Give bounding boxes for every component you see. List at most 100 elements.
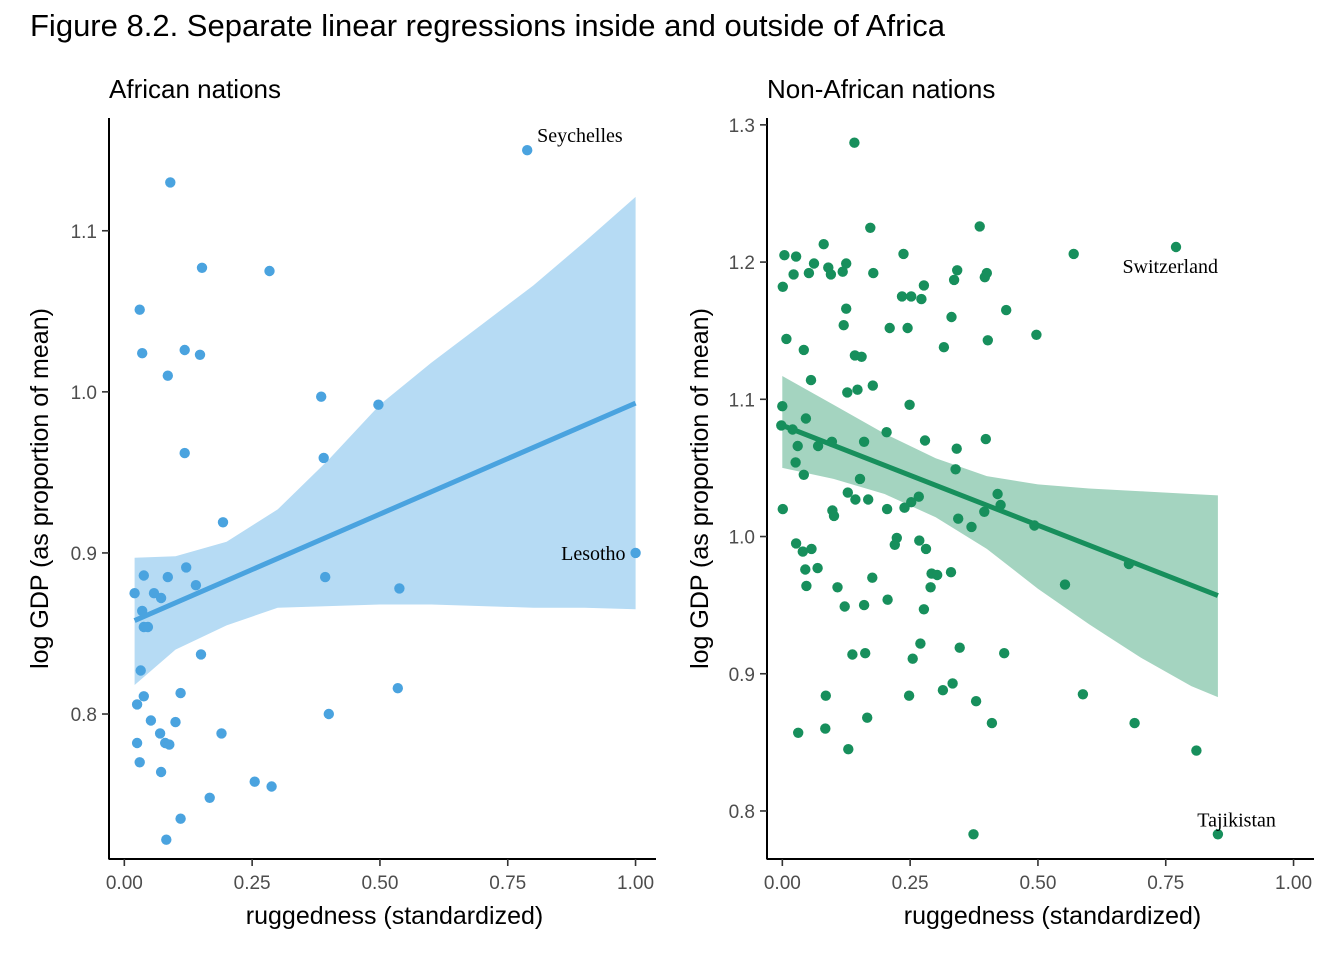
regression-line	[781, 423, 1219, 598]
data-point	[801, 580, 812, 592]
data-point	[249, 776, 260, 787]
data-point	[856, 351, 867, 362]
data-point	[1068, 248, 1079, 260]
panel-title: African nations	[109, 74, 281, 104]
data-point	[165, 177, 176, 188]
data-point	[138, 691, 149, 702]
data-point	[790, 457, 801, 468]
x-tick-label: 0.25	[234, 873, 271, 894]
data-point	[181, 562, 192, 573]
data-point	[852, 384, 863, 395]
data-point	[793, 727, 804, 738]
y-tick-label: 1.0	[71, 383, 97, 404]
data-point	[882, 594, 893, 605]
data-point	[777, 281, 788, 292]
y-tick-label: 0.8	[71, 705, 97, 726]
y-tick-label: 0.9	[71, 544, 97, 565]
data-point	[190, 580, 202, 591]
data-point	[790, 251, 802, 262]
data-point	[854, 473, 866, 485]
data-point	[777, 401, 788, 412]
data-point	[790, 538, 802, 549]
data-point	[838, 320, 849, 331]
data-point	[899, 502, 910, 513]
data-point	[320, 571, 331, 583]
data-point	[825, 269, 837, 280]
data-point	[843, 744, 854, 755]
data-point	[945, 567, 957, 578]
data-point	[818, 239, 829, 250]
y-tick-label: 1.0	[729, 528, 755, 549]
data-point	[914, 535, 925, 546]
data-point	[919, 435, 931, 446]
data-point	[155, 766, 167, 778]
data-point	[162, 370, 173, 381]
data-point	[323, 708, 334, 720]
data-point	[1031, 329, 1042, 340]
data-point	[373, 399, 384, 410]
data-point	[155, 592, 167, 604]
data-point	[820, 690, 831, 701]
data-point	[867, 380, 878, 391]
data-point	[842, 487, 853, 498]
data-point	[974, 221, 985, 232]
data-point	[522, 145, 533, 156]
data-point	[896, 291, 908, 302]
data-point	[800, 413, 812, 424]
data-point	[828, 510, 840, 522]
data-point	[970, 696, 982, 707]
data-point	[781, 333, 792, 345]
data-point	[179, 344, 190, 356]
confidence-band	[134, 196, 636, 685]
data-point	[806, 543, 817, 555]
data-point	[889, 539, 900, 550]
data-point	[131, 699, 143, 710]
data-point	[841, 258, 852, 269]
data-point	[903, 690, 915, 701]
data-point	[788, 269, 799, 280]
data-point	[915, 638, 926, 649]
data-point	[916, 293, 927, 305]
x-tick-label: 1.00	[617, 873, 654, 894]
y-tick-label: 1.2	[729, 253, 755, 274]
data-point	[803, 267, 815, 279]
data-point	[850, 494, 861, 505]
data-point	[800, 564, 811, 575]
data-point	[881, 503, 893, 515]
panel-non-african-nations: Non-African nations 0.00 0.25 0.50 0.75 1.00 0…	[686, 74, 1314, 930]
data-point	[898, 248, 909, 260]
x-tick-label: 0.75	[489, 873, 526, 894]
data-point	[134, 304, 145, 315]
data-point	[1170, 241, 1182, 253]
data-point	[154, 728, 166, 739]
data-point	[950, 464, 961, 475]
x-axis-title: ruggedness (standardized)	[246, 902, 543, 930]
data-point	[881, 427, 892, 438]
data-point	[175, 687, 186, 699]
data-point	[986, 717, 998, 729]
data-point	[316, 391, 327, 402]
point-label: Seychelles	[537, 125, 623, 147]
x-tick-label: 0.50	[1019, 873, 1056, 894]
data-point	[979, 506, 990, 517]
data-point	[902, 322, 913, 334]
data-point	[992, 488, 1003, 500]
data-point	[138, 570, 149, 581]
data-point	[779, 250, 790, 261]
data-point	[842, 387, 853, 398]
data-point	[867, 572, 878, 583]
data-point	[175, 813, 186, 824]
panel-african-nations: African nations 0.00 0.25 0.50 0.75 1.00 0.8 0.…	[26, 74, 656, 930]
data-point	[913, 491, 924, 502]
data-point	[865, 222, 876, 233]
data-point	[947, 678, 958, 689]
data-point	[808, 258, 820, 269]
y-axis-title: log GDP (as proportion of mean)	[686, 308, 714, 669]
data-point	[999, 648, 1010, 659]
data-point	[837, 266, 848, 277]
data-point	[161, 834, 172, 845]
data-point	[129, 588, 140, 599]
data-point	[968, 829, 979, 840]
data-point	[982, 335, 993, 346]
